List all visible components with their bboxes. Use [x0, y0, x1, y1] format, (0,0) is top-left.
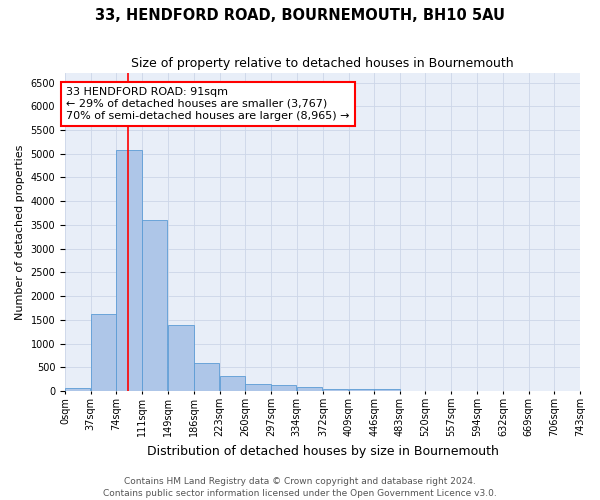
Bar [65, 388, 91, 391]
Y-axis label: Number of detached properties: Number of detached properties [15, 144, 25, 320]
Text: Contains HM Land Registry data © Crown copyright and database right 2024.
Contai: Contains HM Land Registry data © Crown c… [103, 476, 497, 498]
Bar [349, 389, 374, 391]
Text: 33, HENDFORD ROAD, BOURNEMOUTH, BH10 5AU: 33, HENDFORD ROAD, BOURNEMOUTH, BH10 5AU [95, 8, 505, 22]
Bar [91, 314, 116, 391]
Bar [116, 150, 142, 391]
Bar [194, 362, 220, 391]
Bar [220, 376, 245, 391]
Text: 33 HENDFORD ROAD: 91sqm
← 29% of detached houses are smaller (3,767)
70% of semi: 33 HENDFORD ROAD: 91sqm ← 29% of detache… [67, 88, 350, 120]
Bar [323, 388, 349, 391]
Bar [142, 220, 167, 391]
X-axis label: Distribution of detached houses by size in Bournemouth: Distribution of detached houses by size … [146, 444, 499, 458]
Title: Size of property relative to detached houses in Bournemouth: Size of property relative to detached ho… [131, 58, 514, 70]
Bar [296, 388, 322, 391]
Bar [374, 389, 400, 391]
Bar [245, 384, 271, 391]
Bar [271, 385, 296, 391]
Bar [169, 325, 194, 391]
